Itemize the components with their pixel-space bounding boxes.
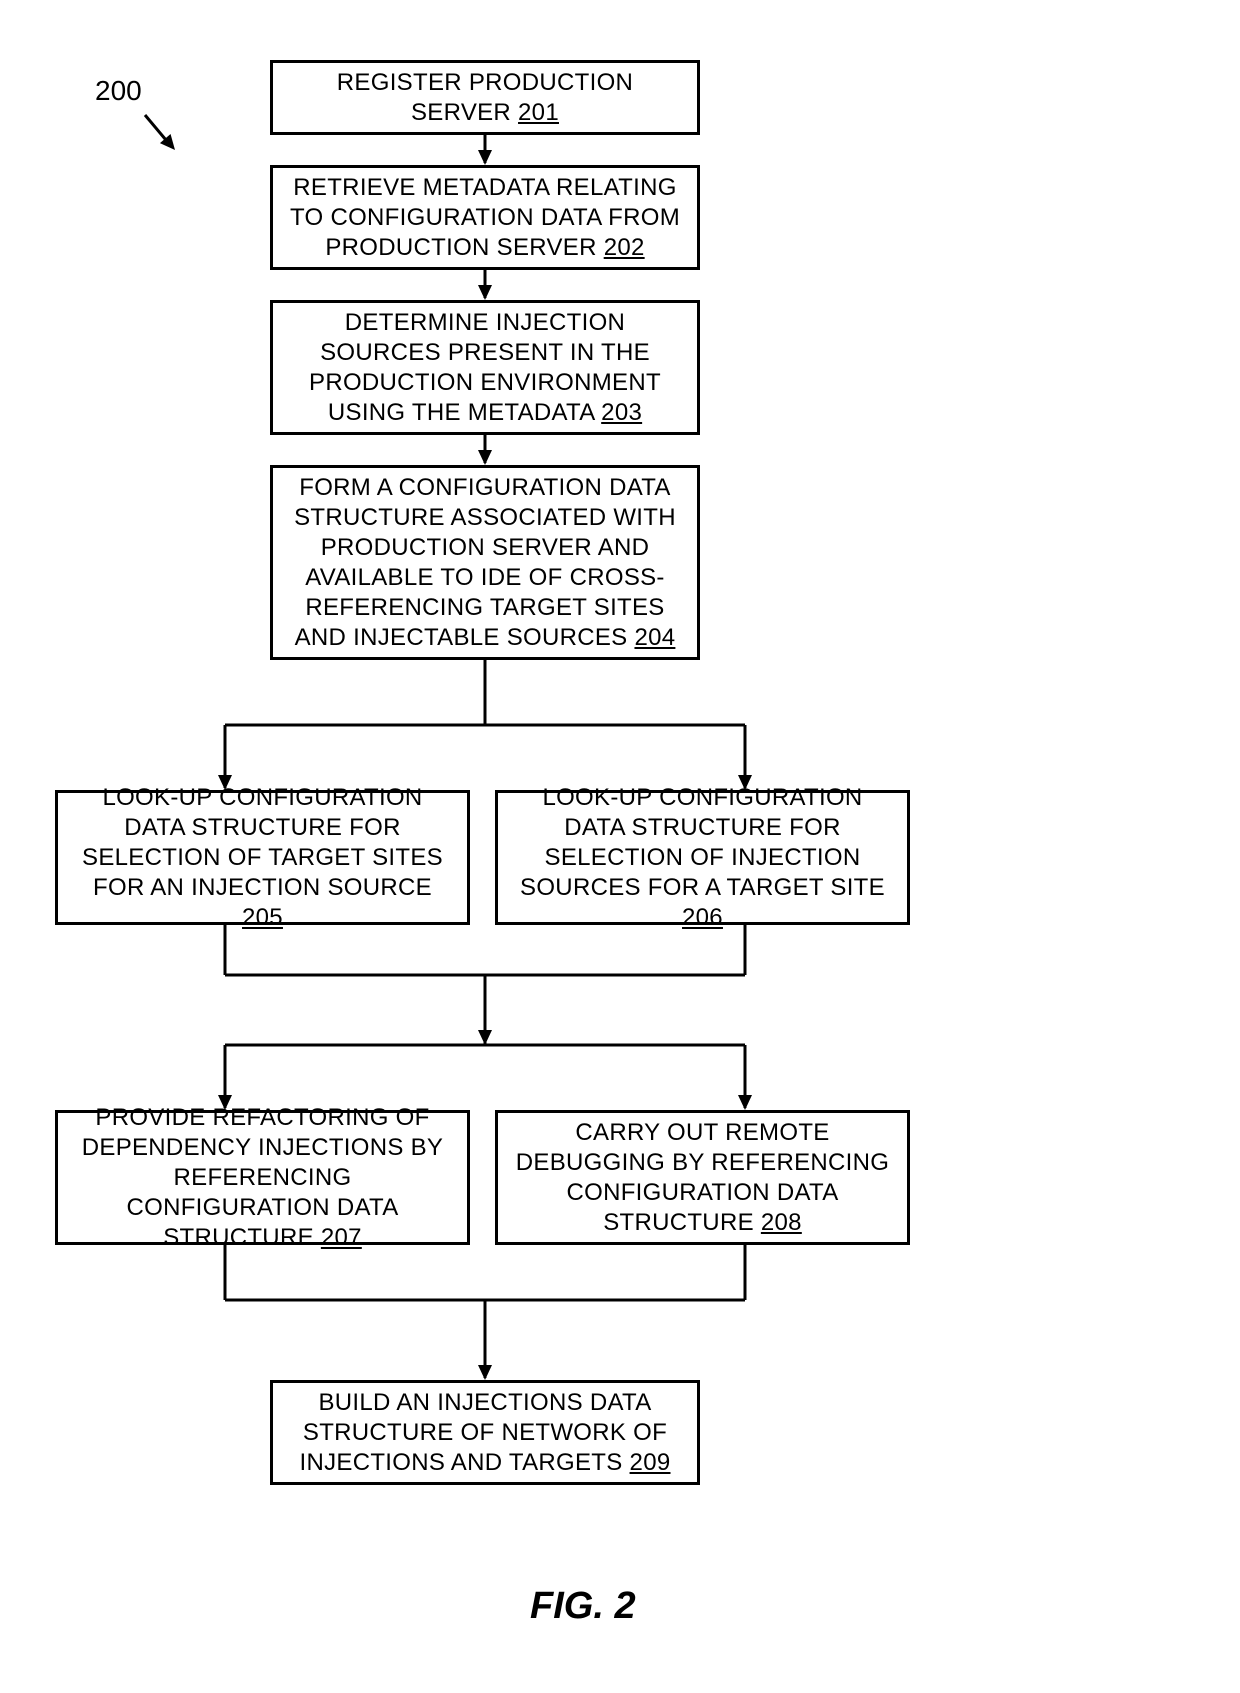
flow-box-206: LOOK-UP CONFIGURATION DATA STRUCTURE FOR… [495,790,910,925]
reference-label-200: 200 [95,75,142,107]
flow-box-205: LOOK-UP CONFIGURATION DATA STRUCTURE FOR… [55,790,470,925]
flow-box-207: PROVIDE REFACTORING OF DEPENDENCY INJECT… [55,1110,470,1245]
flow-box-201: REGISTER PRODUCTION SERVER 201 [270,60,700,135]
flow-box-203: DETERMINE INJECTION SOURCES PRESENT IN T… [270,300,700,435]
flow-box-204: FORM A CONFIGURATION DATA STRUCTURE ASSO… [270,465,700,660]
flow-box-202: RETRIEVE METADATA RELATING TO CONFIGURAT… [270,165,700,270]
flow-box-208: CARRY OUT REMOTE DEBUGGING BY REFERENCIN… [495,1110,910,1245]
flow-box-209: BUILD AN INJECTIONS DATA STRUCTURE OF NE… [270,1380,700,1485]
figure-caption: FIG. 2 [530,1585,636,1628]
